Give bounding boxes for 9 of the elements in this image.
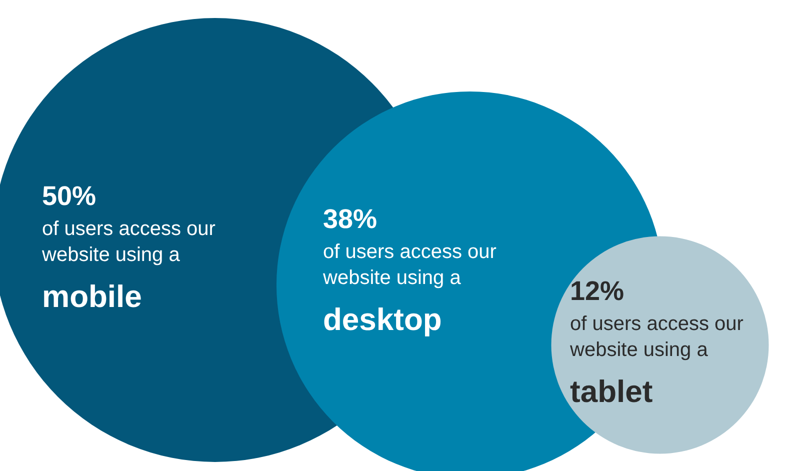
data-label: 38% — [323, 204, 378, 234]
text: of users access our website using a — [323, 241, 496, 289]
category-label: mobile — [42, 279, 142, 314]
text: of users access our website using a — [570, 313, 744, 361]
text: of users access our website using a — [42, 218, 216, 266]
data-label: 12% — [570, 276, 624, 306]
category-label: tablet — [570, 374, 653, 409]
data-label: 50% — [42, 181, 96, 211]
category-label: desktop — [323, 302, 442, 337]
